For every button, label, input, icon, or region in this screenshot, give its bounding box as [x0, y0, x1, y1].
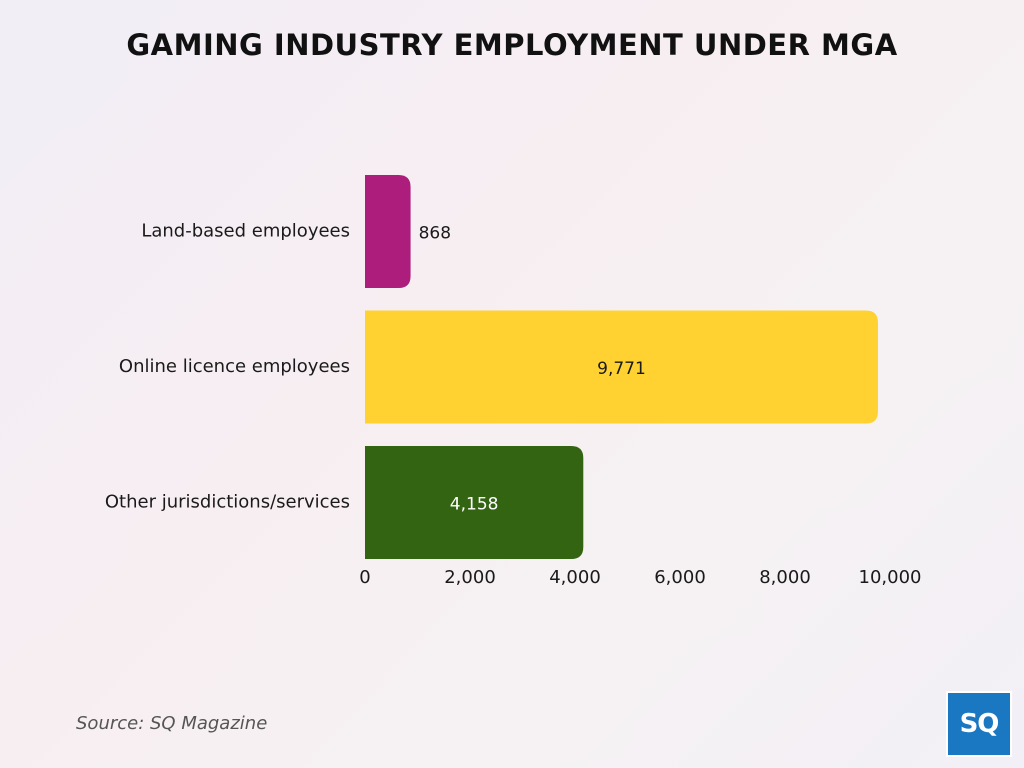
sq-logo: SQ	[946, 691, 1012, 757]
x-tick-label: 6,000	[654, 567, 706, 588]
category-label: Other jurisdictions/services	[105, 492, 350, 513]
x-tick-label: 0	[359, 567, 370, 588]
bar-2	[365, 310, 878, 424]
logo-text: SQ	[959, 709, 1000, 739]
x-tick-label: 2,000	[444, 567, 496, 588]
chart-title: GAMING INDUSTRY EMPLOYMENT UNDER MGA	[126, 28, 898, 62]
category-label: Land-based employees	[141, 221, 350, 242]
bar-1	[365, 175, 411, 288]
value-label: 868	[419, 224, 451, 244]
x-tick-label: 8,000	[759, 567, 811, 588]
value-label: 4,158	[450, 495, 499, 515]
x-tick-label: 4,000	[549, 567, 601, 588]
source-note: Source: SQ Magazine	[76, 713, 268, 734]
category-label: Online licence employees	[119, 356, 350, 377]
x-tick-label: 10,000	[859, 567, 922, 588]
bar-3	[365, 446, 584, 559]
value-label: 9,771	[597, 359, 646, 379]
